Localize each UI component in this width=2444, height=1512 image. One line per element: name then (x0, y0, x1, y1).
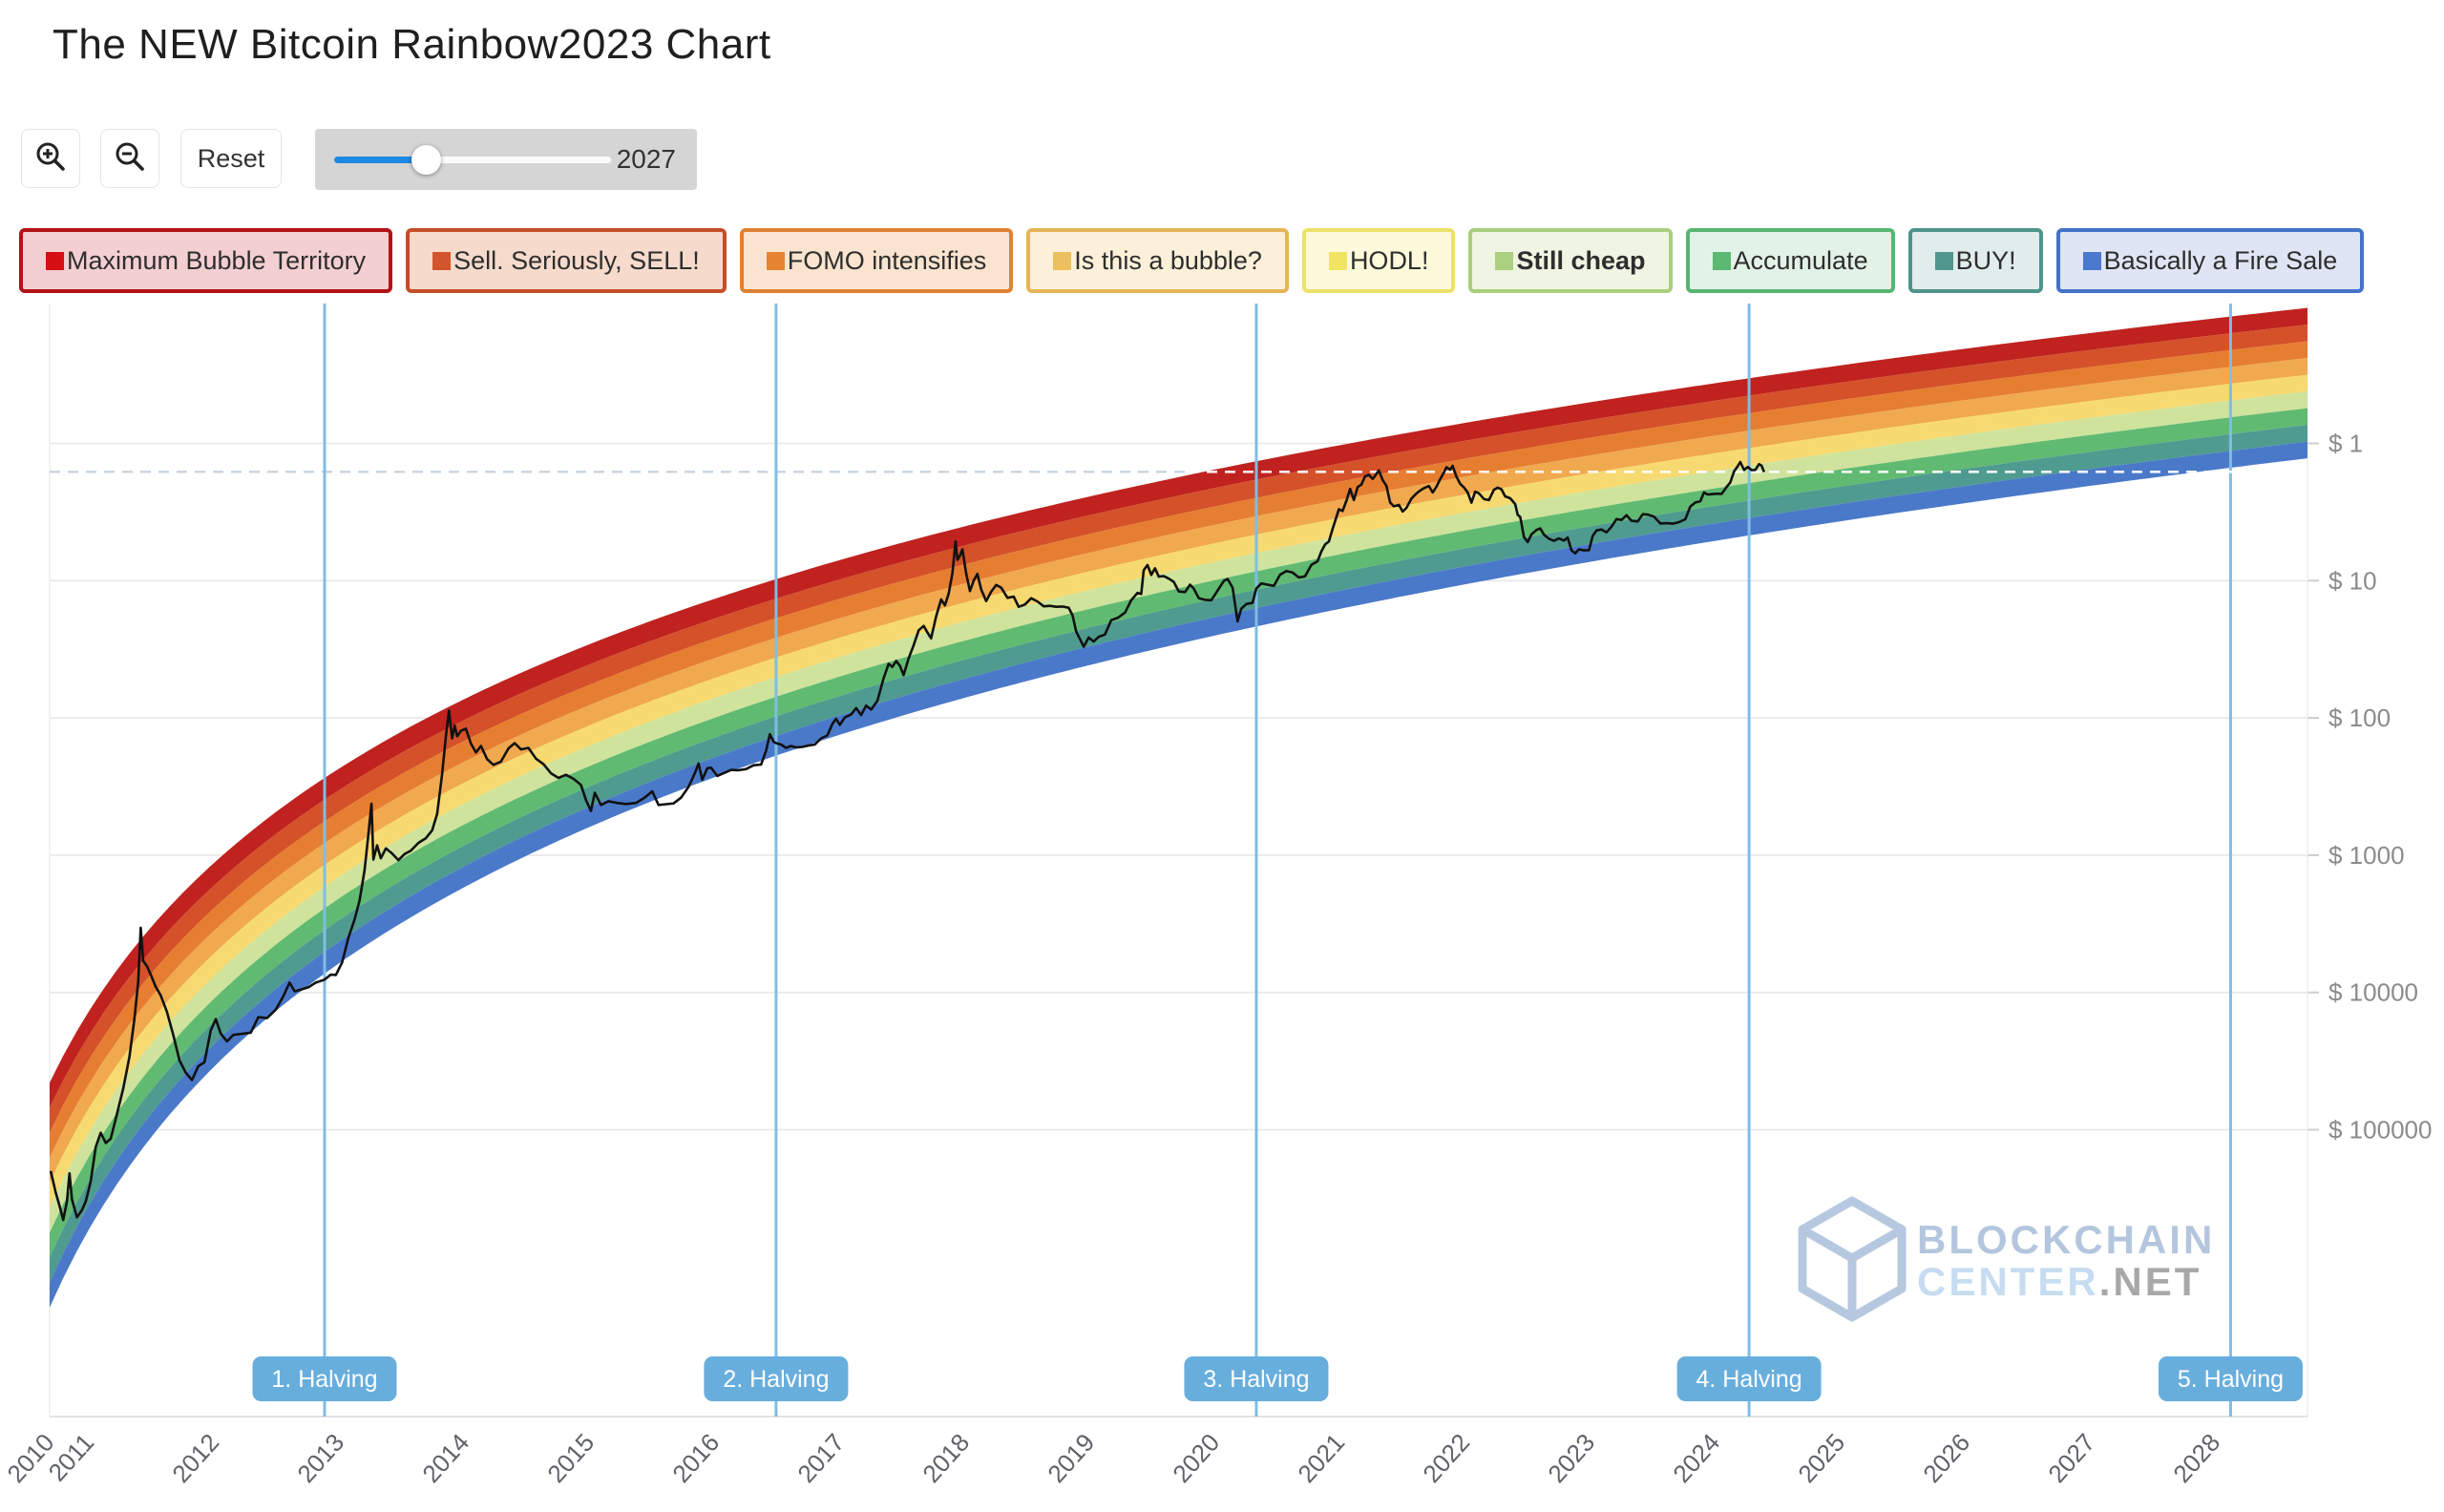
legend-chip-label: Still cheap (1516, 245, 1646, 275)
zoom-out-button[interactable] (100, 129, 159, 188)
x-axis-year-label: 2025 (1792, 1428, 1850, 1488)
x-axis-year-label: 2016 (666, 1428, 725, 1488)
watermark-line1: BLOCKCHAIN (1917, 1217, 2215, 1262)
legend-color-square-icon (46, 251, 64, 270)
halving-badge (2158, 1356, 2303, 1401)
halving-badge (1676, 1356, 1822, 1401)
cube-logo-icon (1798, 1196, 1907, 1322)
year-slider[interactable]: 2027 (315, 129, 697, 190)
legend-chip-basically-a-fire-sale[interactable]: Basically a Fire Sale (2055, 228, 2365, 293)
legend-chip-is-this-a-bubble[interactable]: Is this a bubble? (1026, 228, 1289, 293)
x-axis-year-label: 2013 (291, 1428, 349, 1488)
halving-badge (704, 1356, 849, 1401)
y-axis-label: $ 10 (2328, 566, 2377, 595)
x-axis-year-label: 2026 (1917, 1428, 1975, 1488)
legend-chip-fomo-intensifies[interactable]: FOMO intensifies (739, 228, 1014, 293)
legend-chip-maximum-bubble-territory[interactable]: Maximum Bubble Territory (19, 228, 393, 293)
x-axis-year-label: 2015 (541, 1428, 600, 1488)
legend-chip-label: Maximum Bubble Territory (67, 245, 367, 275)
legend-color-square-icon (2082, 251, 2101, 270)
x-axis-year-label: 2022 (1417, 1428, 1475, 1488)
halving-badge-label: 5. Halving (2178, 1366, 2284, 1393)
halving-badge (1184, 1356, 1329, 1401)
y-axis-label: $ 1000 (2328, 841, 2405, 870)
legend-chip-label: FOMO intensifies (787, 245, 987, 275)
legend-chip-label: HODL! (1349, 245, 1429, 275)
x-axis-year-label: 2017 (791, 1428, 850, 1488)
y-axis-label: $ 10000 (2328, 978, 2418, 1007)
legend-chip-label: Sell. Seriously, SELL! (453, 245, 700, 275)
x-axis-year-label: 2014 (416, 1428, 474, 1488)
legend-color-square-icon (1053, 251, 1072, 270)
page-title: The NEW Bitcoin Rainbow2023 Chart (53, 21, 771, 68)
legend-chip-label: BUY! (1955, 245, 2016, 275)
legend-chip-accumulate[interactable]: Accumulate (1685, 228, 1895, 293)
x-axis-year-label: 2024 (1667, 1428, 1725, 1488)
rainbow-bands (50, 307, 2307, 1308)
y-axis-label: $ 100000 (2328, 1116, 2432, 1144)
halving-badge-label: 1. Halving (271, 1366, 377, 1393)
halving-badge (252, 1356, 397, 1401)
magnifier-minus-icon (114, 140, 146, 178)
reset-button[interactable]: Reset (180, 129, 282, 188)
halving-badge-label: 2. Halving (723, 1366, 829, 1393)
x-axis-year-label: 2020 (1167, 1428, 1225, 1488)
legend-color-square-icon (432, 251, 452, 270)
slider-track[interactable] (334, 145, 611, 175)
legend-color-square-icon (766, 251, 785, 270)
y-axis-label: $ 100 (2328, 704, 2391, 732)
legend-color-square-icon (1328, 251, 1347, 270)
y-axis-label: $ 1 (2328, 430, 2363, 458)
x-axis-year-label: 2021 (1292, 1428, 1350, 1488)
watermark-line2: CENTER.NET (1917, 1259, 2202, 1304)
halving-badge-label: 3. Halving (1203, 1366, 1309, 1393)
slider-value-label: 2027 (616, 144, 676, 174)
x-axis-year-label: 2018 (916, 1428, 975, 1488)
x-axis-year-label: 2028 (2167, 1428, 2225, 1488)
slider-fill (334, 157, 426, 163)
legend-color-square-icon (1495, 251, 1514, 270)
legend-chip-sell-seriously-sell[interactable]: Sell. Seriously, SELL! (406, 228, 727, 293)
btc-price-line (50, 460, 1766, 1222)
legend-color-square-icon (1712, 251, 1731, 270)
zoom-in-button[interactable] (21, 129, 80, 188)
legend-chip-buy[interactable]: BUY! (1907, 228, 2043, 293)
legend-chip-label: Accumulate (1733, 245, 1868, 275)
legend-chip-still-cheap[interactable]: Still cheap (1468, 228, 1673, 293)
halving-badge-label: 4. Halving (1696, 1366, 1802, 1393)
x-axis-year-label: 2023 (1542, 1428, 1600, 1488)
legend-chip-label: Basically a Fire Sale (2103, 245, 2338, 275)
x-axis-year-label: 2011 (43, 1428, 100, 1487)
legend-chip-label: Is this a bubble? (1074, 245, 1262, 275)
legend-chip-hodl[interactable]: HODL! (1301, 228, 1456, 293)
legend-color-square-icon (1934, 251, 1953, 270)
rainbow-legend: Maximum Bubble Territory Sell. Seriously,… (19, 228, 2425, 293)
x-axis-year-label: 2019 (1042, 1428, 1100, 1488)
x-axis-year-label: 2012 (166, 1428, 224, 1488)
x-axis-year-label: 2027 (2042, 1428, 2100, 1488)
magnifier-plus-icon (34, 140, 67, 178)
slider-thumb[interactable] (411, 145, 441, 175)
